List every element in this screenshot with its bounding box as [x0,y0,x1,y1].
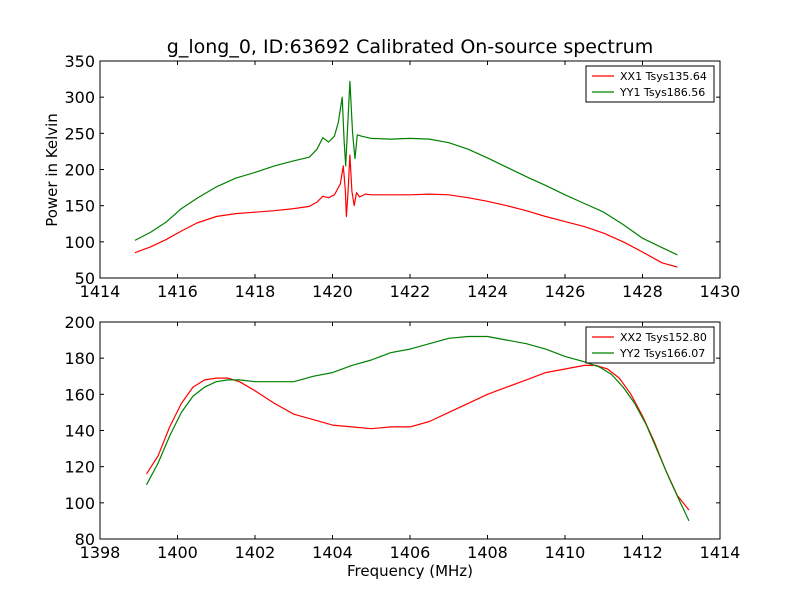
bottom-y-tick-label: 160 [64,385,95,404]
top-plot: g_long_0, ID:63692 Calibrated On-source … [43,36,740,301]
top-series [134,80,678,268]
bottom-y-tick-label: 180 [64,349,95,368]
bottom-x-axis-label: Frequency (MHz) [347,562,473,580]
bottom-plot-frame [99,321,721,540]
top-series-line-1 [134,154,678,268]
top-legend: XX1 Tsys135.64 YY1 Tsys186.56 [585,65,715,103]
top-y-tick-label: 150 [64,197,95,216]
bottom-legend-label: XX2 Tsys152.80 [620,331,707,344]
bottom-series [145,335,690,522]
top-legend-label: YY1 Tsys186.56 [619,86,705,99]
top-x-tick-label: 1414 [80,282,121,301]
top-x-tick-label: 1416 [157,282,198,301]
bottom-y-tick-label: 200 [64,313,95,332]
bottom-x-tick-label: 1412 [622,543,663,562]
bottom-x-tick-label: 1406 [390,543,431,562]
top-y-tick-label: 50 [75,269,95,288]
bottom-ticks: 1398 1400 1402 1404 1406 1408 1410 1412 1414 80 10… [64,313,740,562]
bottom-y-tick-label: 80 [75,530,95,549]
bottom-legend-label: YY2 Tsys166.07 [619,347,705,360]
top-y-tick-label: 100 [64,233,95,252]
top-x-tick-label: 1426 [545,282,586,301]
bottom-plot: Frequency (MHz) 1398 1400 1402 1404 1406 1408… [64,313,740,580]
top-x-tick-label: 1420 [312,282,353,301]
top-y-tick-label: 350 [64,52,95,71]
bottom-y-tick-label: 120 [64,458,95,477]
bottom-x-tick-label: 1398 [80,543,121,562]
bottom-legend-box [585,326,715,364]
top-legend-box [585,65,715,103]
bottom-x-tick-label: 1400 [157,543,198,562]
top-y-tick-label: 300 [64,88,95,107]
top-y-tick-label: 250 [64,124,95,143]
top-y-axis-label: Power in Kelvin [43,113,61,227]
top-series-line-2 [134,80,678,256]
chart-title: g_long_0, ID:63692 Calibrated On-source … [167,36,653,58]
bottom-x-tick-label: 1410 [545,543,586,562]
bottom-series-line-2 [145,335,690,522]
bottom-x-tick-label: 1414 [700,543,741,562]
bottom-series-line-1 [145,364,690,511]
top-y-tick-label: 200 [64,161,95,180]
top-legend-label: XX1 Tsys135.64 [620,70,707,83]
top-plot-frame [99,60,721,279]
bottom-y-tick-label: 140 [64,422,95,441]
top-x-tick-label: 1428 [622,282,663,301]
top-x-tick-label: 1422 [390,282,431,301]
bottom-x-tick-label: 1404 [312,543,353,562]
bottom-legend: XX2 Tsys152.80 YY2 Tsys166.07 [585,326,715,364]
top-x-tick-label: 1430 [700,282,741,301]
top-ticks: 1414 1416 1418 1420 1422 1424 1426 1428 1430 50 10… [64,52,740,301]
top-x-tick-label: 1418 [235,282,276,301]
bottom-y-tick-label: 100 [64,494,95,513]
bottom-x-tick-label: 1402 [235,543,276,562]
top-x-tick-label: 1424 [467,282,508,301]
bottom-x-tick-label: 1408 [467,543,508,562]
